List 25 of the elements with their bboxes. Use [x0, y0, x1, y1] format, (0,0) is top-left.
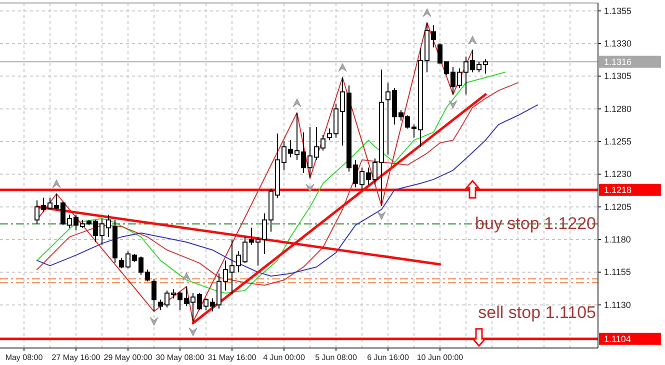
y-tick-label: 1.1330: [604, 38, 632, 49]
x-tick-label: 31 May 16:00: [208, 353, 257, 362]
annotation: sell stop 1.1105: [478, 303, 596, 322]
ref-line-label: 1.1104: [604, 334, 631, 344]
y-tick-label: 1.1130: [604, 300, 631, 310]
y-tick-label: 1.1155: [604, 267, 631, 278]
x-tick-label: 4 Jun 00:00: [263, 353, 306, 362]
candlestick: [152, 278, 156, 312]
ref-line-label: 1.1218: [604, 184, 632, 195]
y-tick-label: 1.1280: [604, 104, 632, 114]
x-tick-label: 29 May 00:00: [104, 353, 153, 362]
x-tick-label: 6 Jun 16:00: [367, 353, 410, 362]
y-tick-label: 1.1205: [604, 202, 632, 212]
x-tick-label: May 08:00: [5, 353, 44, 362]
y-tick-label: 1.1255: [604, 136, 632, 147]
x-tick-label: 27 May 16:00: [52, 353, 101, 362]
x-tick-label: 5 Jun 08:00: [315, 353, 358, 362]
y-tick-label: 1.1355: [604, 6, 632, 16]
y-tick-label: 1.1230: [604, 169, 632, 180]
line-series: [36, 104, 538, 277]
ref-line-label: 1.1316: [604, 56, 632, 67]
x-tick-label: 30 May 08:00: [156, 353, 205, 362]
x-tick-label: 10 Jun 00:00: [416, 353, 464, 362]
y-tick-label: 1.1180: [604, 234, 631, 245]
y-tick-label: 1.1305: [604, 71, 632, 82]
